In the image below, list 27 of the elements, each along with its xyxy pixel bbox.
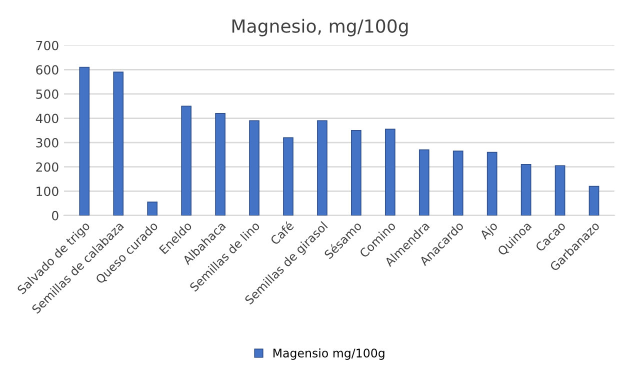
y-tick-label: 500 [36, 89, 58, 99]
bar [79, 66, 90, 216]
y-tick-label: 400 [36, 114, 58, 124]
bar [113, 72, 124, 216]
bar [215, 112, 226, 216]
bar [147, 202, 158, 216]
bar [418, 149, 430, 216]
bar [588, 186, 600, 216]
bar [181, 106, 192, 216]
bar [283, 137, 294, 216]
bar [486, 152, 498, 216]
y-tick-label: 200 [36, 162, 58, 172]
y-tick-label: 300 [36, 138, 58, 148]
y-tick-label: 100 [36, 186, 58, 196]
y-tick-label: 600 [36, 65, 58, 75]
x-tick-label: Ajo [479, 220, 500, 242]
bar [520, 164, 532, 216]
legend-label: Magensio mg/100g [273, 348, 384, 360]
bar [452, 150, 464, 216]
chart-title: Magnesio, mg/100g [232, 18, 408, 36]
y-tick-label: 0 [52, 210, 58, 220]
bar [351, 130, 362, 216]
y-tick-label: 700 [36, 40, 58, 50]
bar [249, 120, 260, 216]
bar [384, 128, 396, 216]
bar [317, 120, 328, 216]
bar [554, 165, 566, 216]
